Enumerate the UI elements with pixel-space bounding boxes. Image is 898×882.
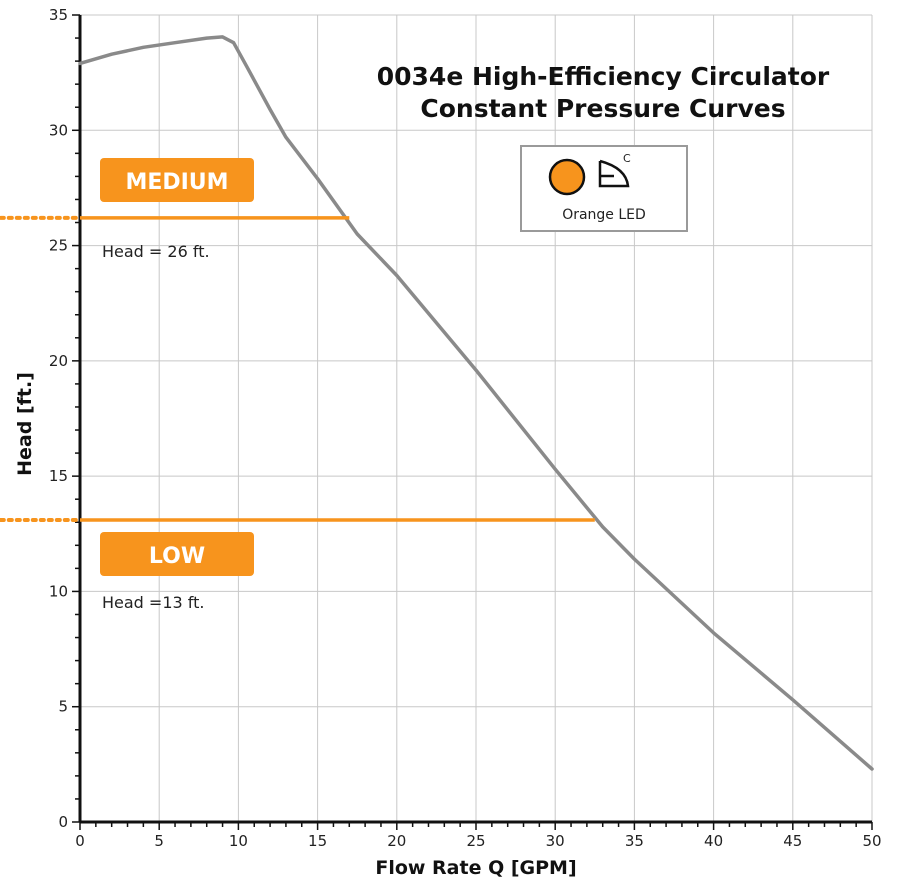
series-lines xyxy=(0,35,874,771)
chart-title-line-2: Constant Pressure Curves xyxy=(420,94,785,123)
y-tick-label: 0 xyxy=(58,813,68,831)
constant-pressure-icon xyxy=(598,159,630,188)
x-tick-label: 0 xyxy=(75,832,85,850)
y-tick-label: 5 xyxy=(58,698,68,716)
y-tick-label: 35 xyxy=(49,6,68,24)
x-tick-label: 30 xyxy=(546,832,565,850)
x-tick-label: 45 xyxy=(783,832,802,850)
x-tick-label: 50 xyxy=(862,832,881,850)
low-badge-bg xyxy=(100,532,254,576)
low-head-label: Head =13 ft. xyxy=(102,593,204,612)
chart-title-line-1: 0034e High-Efficiency Circulator xyxy=(377,62,830,91)
legend-label: Orange LED xyxy=(562,207,646,223)
x-tick-label: 5 xyxy=(154,832,164,850)
medium-head-label: Head = 26 ft. xyxy=(102,242,210,261)
pump-curve-line xyxy=(78,35,874,771)
y-tick-labels: 0 5 10 15 20 25 30 35 xyxy=(49,6,68,831)
y-tick-label: 10 xyxy=(49,582,68,600)
y-tick-label: 30 xyxy=(49,121,68,139)
x-axis-title: Flow Rate Q [GPM] xyxy=(375,857,576,879)
x-tick-label: 40 xyxy=(704,832,723,850)
y-tick-label: 25 xyxy=(49,237,68,255)
medium-badge: MEDIUM xyxy=(100,158,254,202)
legend-box: C Orange LED xyxy=(520,145,688,232)
low-badge-label: LOW xyxy=(149,544,205,569)
legend-superscript: C xyxy=(623,152,631,165)
x-tick-label: 25 xyxy=(466,832,485,850)
axes xyxy=(72,14,873,830)
y-tick-label: 15 xyxy=(49,467,68,485)
legend-frame xyxy=(520,145,688,232)
y-tick-label: 20 xyxy=(49,352,68,370)
x-tick-label: 20 xyxy=(387,832,406,850)
y-axis-title: Head [ft.] xyxy=(14,372,36,476)
x-tick-label: 15 xyxy=(308,832,327,850)
x-tick-label: 35 xyxy=(625,832,644,850)
x-tick-labels: 0 5 10 15 20 25 30 35 40 45 50 xyxy=(75,832,881,850)
medium-badge-bg xyxy=(100,158,254,202)
low-badge: LOW xyxy=(100,532,254,576)
orange-led-icon xyxy=(548,158,586,196)
x-tick-label: 10 xyxy=(229,832,248,850)
medium-badge-label: MEDIUM xyxy=(125,170,228,195)
